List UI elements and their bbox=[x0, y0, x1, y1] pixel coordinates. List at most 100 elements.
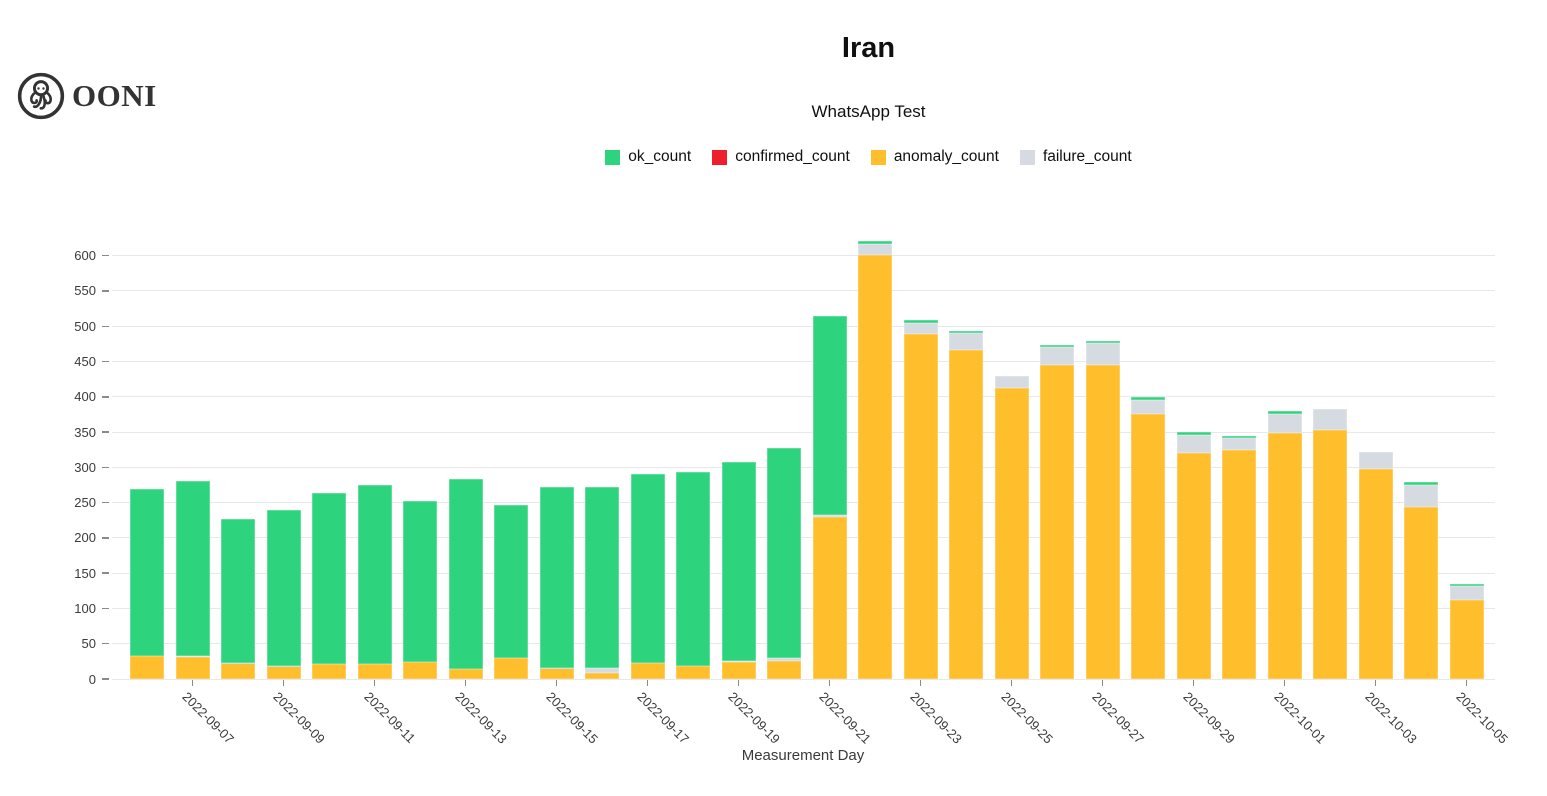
x-tick-label: 2022-09-13 bbox=[451, 689, 510, 747]
y-tick-mark bbox=[102, 572, 109, 574]
bar-segment-failure_count[interactable] bbox=[812, 515, 847, 517]
bar-segment-ok_count[interactable] bbox=[130, 489, 164, 656]
bar-segment-ok_count[interactable] bbox=[1131, 396, 1165, 400]
bar-segment-ok_count[interactable] bbox=[1449, 583, 1484, 586]
bar-segment-anomaly_count[interactable] bbox=[812, 516, 847, 679]
bar-segment-ok_count[interactable] bbox=[1085, 341, 1120, 344]
bar-segment-anomaly_count[interactable] bbox=[676, 665, 710, 679]
bar-segment-ok_count[interactable] bbox=[1267, 410, 1302, 415]
bar-segment-anomaly_count[interactable] bbox=[721, 662, 756, 679]
bar-segment-failure_count[interactable] bbox=[585, 668, 619, 674]
bar-segment-ok_count[interactable] bbox=[539, 487, 574, 668]
bar-segment-anomaly_count[interactable] bbox=[494, 657, 528, 679]
bar-segment-failure_count[interactable] bbox=[175, 655, 210, 658]
bar-segment-failure_count[interactable] bbox=[949, 333, 983, 351]
x-tick-mark bbox=[1192, 680, 1195, 686]
bar-segment-anomaly_count[interactable] bbox=[767, 660, 801, 679]
bar-segment-failure_count[interactable] bbox=[1313, 408, 1347, 430]
bar-segment-failure_count[interactable] bbox=[1176, 434, 1211, 454]
bar-segment-failure_count[interactable] bbox=[266, 665, 301, 667]
bar-segment-failure_count[interactable] bbox=[539, 667, 574, 669]
bar-segment-ok_count[interactable] bbox=[312, 492, 346, 665]
chart-legend: ok_count confirmed_count anomaly_count f… bbox=[190, 148, 1547, 166]
bar-segment-anomaly_count[interactable] bbox=[1267, 433, 1302, 679]
y-gridline bbox=[112, 572, 1495, 574]
legend-item-confirmed-count[interactable]: confirmed_count bbox=[712, 148, 850, 166]
bar-segment-ok_count[interactable] bbox=[812, 315, 847, 516]
bar-segment-ok_count[interactable] bbox=[858, 240, 892, 244]
bar-segment-failure_count[interactable] bbox=[721, 661, 756, 663]
bar-segment-ok_count[interactable] bbox=[221, 518, 255, 663]
bar-segment-anomaly_count[interactable] bbox=[1358, 469, 1393, 679]
bar-segment-anomaly_count[interactable] bbox=[903, 334, 938, 679]
ooni-wordmark: OONI bbox=[72, 78, 157, 113]
bar-segment-anomaly_count[interactable] bbox=[448, 669, 483, 679]
bar-segment-anomaly_count[interactable] bbox=[949, 350, 983, 679]
bar-segment-failure_count[interactable] bbox=[1267, 414, 1302, 434]
bar-segment-anomaly_count[interactable] bbox=[1085, 365, 1120, 679]
bar-segment-ok_count[interactable] bbox=[1176, 432, 1211, 435]
y-tick-label: 400 bbox=[74, 389, 96, 405]
bar-segment-failure_count[interactable] bbox=[221, 662, 255, 664]
bar-segment-ok_count[interactable] bbox=[630, 473, 665, 664]
x-tick-mark bbox=[1101, 680, 1104, 686]
ooni-octopus-icon bbox=[16, 71, 66, 121]
bar-segment-anomaly_count[interactable] bbox=[175, 657, 210, 679]
bar-segment-ok_count[interactable] bbox=[357, 484, 392, 665]
bar-segment-failure_count[interactable] bbox=[1085, 343, 1120, 366]
x-tick-label: 2022-09-25 bbox=[997, 689, 1056, 747]
y-tick-label: 550 bbox=[74, 283, 96, 299]
bar-segment-failure_count[interactable] bbox=[1222, 438, 1256, 451]
legend-item-ok-count[interactable]: ok_count bbox=[605, 148, 691, 166]
y-tick-label: 0 bbox=[88, 671, 96, 687]
bar-segment-ok_count[interactable] bbox=[1040, 345, 1074, 348]
bar-segment-anomaly_count[interactable] bbox=[403, 662, 437, 679]
bar-segment-anomaly_count[interactable] bbox=[1222, 450, 1256, 679]
bar-segment-anomaly_count[interactable] bbox=[1313, 429, 1347, 679]
bar-segment-ok_count[interactable] bbox=[721, 461, 756, 662]
bar-segment-ok_count[interactable] bbox=[585, 487, 619, 669]
bar-segment-failure_count[interactable] bbox=[994, 375, 1029, 388]
bar-segment-ok_count[interactable] bbox=[676, 472, 710, 666]
bar-segment-ok_count[interactable] bbox=[175, 481, 210, 656]
bar-segment-failure_count[interactable] bbox=[1404, 484, 1438, 507]
x-tick-label: 2022-10-05 bbox=[1452, 689, 1511, 747]
bar-segment-ok_count[interactable] bbox=[903, 319, 938, 323]
bar-segment-anomaly_count[interactable] bbox=[539, 668, 574, 679]
bar-segment-anomaly_count[interactable] bbox=[858, 255, 892, 679]
bar-segment-anomaly_count[interactable] bbox=[1040, 365, 1074, 679]
bar-segment-failure_count[interactable] bbox=[858, 243, 892, 255]
bar-segment-anomaly_count[interactable] bbox=[585, 673, 619, 679]
bar-segment-failure_count[interactable] bbox=[1449, 585, 1484, 600]
bar-segment-anomaly_count[interactable] bbox=[630, 663, 665, 679]
bar-segment-anomaly_count[interactable] bbox=[1131, 413, 1165, 679]
bar-segment-ok_count[interactable] bbox=[1404, 482, 1438, 485]
legend-item-anomaly-count[interactable]: anomaly_count bbox=[870, 148, 999, 166]
x-tick-label: 2022-10-03 bbox=[1361, 689, 1420, 747]
bar-segment-ok_count[interactable] bbox=[494, 505, 528, 658]
bar-segment-anomaly_count[interactable] bbox=[357, 664, 392, 679]
bar-segment-ok_count[interactable] bbox=[403, 500, 437, 663]
bar-segment-anomaly_count[interactable] bbox=[1176, 453, 1211, 679]
bar-segment-failure_count[interactable] bbox=[1131, 399, 1165, 414]
bar-segment-anomaly_count[interactable] bbox=[1449, 599, 1484, 679]
bar-segment-failure_count[interactable] bbox=[903, 322, 938, 335]
y-tick-mark bbox=[102, 360, 109, 363]
bar-segment-ok_count[interactable] bbox=[949, 331, 983, 334]
bar-segment-failure_count[interactable] bbox=[1358, 451, 1393, 470]
bar-segment-ok_count[interactable] bbox=[266, 510, 301, 666]
bar-segment-ok_count[interactable] bbox=[1222, 435, 1256, 439]
bar-segment-anomaly_count[interactable] bbox=[130, 655, 164, 679]
legend-item-failure-count[interactable]: failure_count bbox=[1019, 148, 1132, 166]
bar-segment-anomaly_count[interactable] bbox=[312, 664, 346, 679]
bar-segment-failure_count[interactable] bbox=[1040, 347, 1074, 366]
bar-segment-anomaly_count[interactable] bbox=[994, 387, 1029, 679]
bar-segment-anomaly_count[interactable] bbox=[221, 663, 255, 679]
bar-segment-anomaly_count[interactable] bbox=[1404, 506, 1438, 679]
bar-segment-anomaly_count[interactable] bbox=[266, 666, 301, 679]
y-gridline bbox=[112, 396, 1495, 398]
bar-segment-ok_count[interactable] bbox=[767, 447, 801, 658]
bar-segment-failure_count[interactable] bbox=[767, 657, 801, 661]
y-tick-label: 500 bbox=[74, 318, 96, 334]
bar-segment-ok_count[interactable] bbox=[448, 479, 483, 670]
